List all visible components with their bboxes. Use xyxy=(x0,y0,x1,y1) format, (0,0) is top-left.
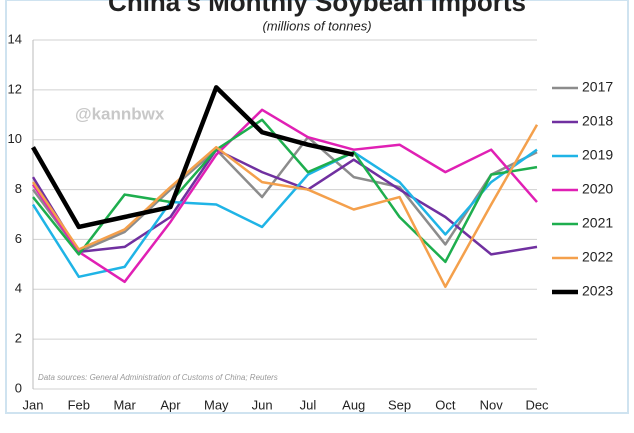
series-line xyxy=(31,85,355,230)
x-tick-label: Aug xyxy=(342,397,365,412)
x-tick-label: Nov xyxy=(480,397,504,412)
series-line xyxy=(31,148,538,256)
x-tick-label: May xyxy=(204,397,229,412)
y-tick-label: 0 xyxy=(15,380,22,395)
legend-label: 2020 xyxy=(582,181,613,197)
legend-label: 2022 xyxy=(582,249,613,265)
y-tick-label: 10 xyxy=(8,131,22,146)
legend-label: 2018 xyxy=(582,113,613,129)
source-note: Data sources: General Administration of … xyxy=(38,373,278,382)
watermark: @kannbwx xyxy=(75,104,165,123)
x-tick-label: Dec xyxy=(525,397,549,412)
x-tick-label: Jun xyxy=(252,397,273,412)
series-line xyxy=(32,118,538,264)
series-line xyxy=(31,108,538,284)
x-tick-label: Jul xyxy=(300,397,317,412)
chart-title: China's Monthly Soybean Imports xyxy=(108,0,526,17)
series-line xyxy=(31,148,538,279)
series-line xyxy=(31,135,538,254)
y-tick-label: 2 xyxy=(15,331,22,346)
x-tick-label: Sep xyxy=(388,397,411,412)
y-tick-label: 6 xyxy=(15,231,22,246)
y-tick-label: 4 xyxy=(15,281,22,296)
legend-label: 2023 xyxy=(582,283,613,299)
legend-label: 2017 xyxy=(582,79,613,95)
series-line xyxy=(31,124,539,289)
x-tick-label: Feb xyxy=(68,397,90,412)
y-tick-label: 14 xyxy=(8,31,22,46)
y-tick-label: 12 xyxy=(8,81,22,96)
x-tick-label: Oct xyxy=(435,397,456,412)
frame xyxy=(5,0,629,414)
legend-label: 2021 xyxy=(582,215,613,231)
legend-label: 2019 xyxy=(582,147,613,163)
y-tick-label: 8 xyxy=(15,181,22,196)
x-tick-label: Apr xyxy=(160,397,181,412)
x-tick-label: Jan xyxy=(23,397,44,412)
chart-subtitle: (millions of tonnes) xyxy=(262,18,371,33)
x-tick-label: Mar xyxy=(113,397,136,412)
